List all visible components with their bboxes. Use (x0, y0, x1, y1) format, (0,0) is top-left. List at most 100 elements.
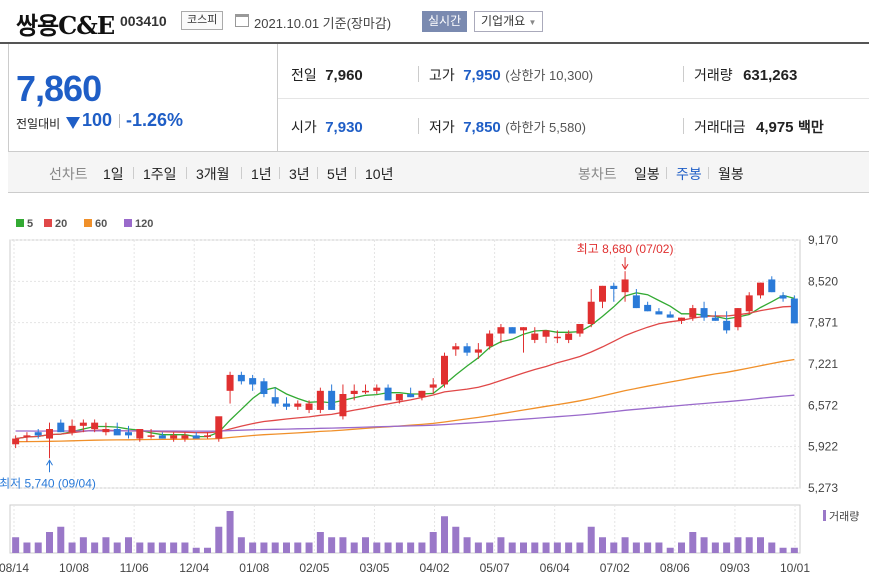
chart-toolbar: 선차트 1일 1주일 3개월 1년 3년 5년 10년 봉차트 일봉 주봉 월봉 (8, 152, 869, 193)
period-1y[interactable]: 1년 (251, 166, 272, 182)
volume-bar (429, 532, 437, 553)
chart-grid (9, 239, 801, 554)
candle-body (565, 333, 573, 340)
low-label: 저가 (429, 119, 455, 135)
candle-body (328, 390, 336, 410)
candle-body (215, 416, 223, 439)
candle-body (723, 320, 731, 331)
volume-bar (508, 542, 516, 553)
volume-value: 631,263 (743, 67, 798, 84)
candle-body (745, 295, 753, 312)
candle-body (147, 435, 155, 437)
realtime-button[interactable]: 실시간 (422, 11, 468, 32)
annotations: 최고 8,680 (07/02) 최저 5,740 (09/04) (0, 242, 673, 490)
volume-bar (486, 542, 494, 553)
company-name[interactable]: 쌍용C&E (16, 11, 115, 40)
current-price: 7,860 (16, 68, 102, 109)
down-arrow-icon (66, 117, 80, 129)
candle-body (474, 349, 482, 353)
min-arrow-head (46, 459, 53, 466)
volume-bar (723, 542, 731, 553)
y-tick-label: 5,273 (808, 481, 838, 495)
volume-label: 거래량 (694, 67, 733, 83)
period-1w[interactable]: 1주일 (143, 166, 177, 182)
volume-bar (260, 542, 268, 553)
price-summary: 7,860 전일대비 100 -1.26% 전일 7,960 고가 7,950 … (8, 44, 869, 152)
upper-limit: (상한가 10,300) (505, 68, 594, 83)
x-tick-label: 08/06 (660, 561, 690, 575)
candle-daily[interactable]: 일봉 (634, 166, 660, 182)
x-tick-label: 11/06 (120, 561, 149, 575)
price-panel-frame (9, 239, 801, 489)
candle-body (68, 425, 76, 433)
period-10y[interactable]: 10년 (365, 166, 394, 182)
candle-body (271, 397, 279, 404)
candle-body (192, 435, 200, 439)
volume-bar (610, 542, 618, 553)
divider (355, 167, 356, 179)
axis-labels: 9,170 8,520 7,871 7,221 6,572 5,922 5,273 08/14… (0, 233, 859, 575)
candle-body (79, 422, 87, 426)
volume-bar (463, 537, 471, 553)
open-value: 7,930 (325, 119, 363, 136)
candle-body (463, 346, 471, 353)
legend-swatch (44, 219, 52, 227)
amount-cell: 거래대금 4,975 백만 (694, 117, 824, 137)
stock-header: 쌍용C&E 003410 코스피 2021.10.01 기준(장마감) 실시간 … (0, 0, 869, 44)
market-badge: 코스피 (181, 11, 224, 30)
candle-monthly[interactable]: 월봉 (718, 166, 744, 182)
volume-bar (666, 547, 674, 553)
candle-body (700, 308, 708, 318)
volume-bar (181, 542, 189, 553)
x-tick-label: 07/02 (600, 561, 630, 575)
amount-value: 4,975 (755, 119, 794, 136)
volume-legend-swatch (823, 510, 826, 521)
candle-body (418, 390, 426, 398)
high-label: 고가 (429, 67, 455, 83)
open-cell: 시가 7,930 (291, 117, 363, 137)
divider (186, 167, 187, 179)
volume-bar (79, 537, 87, 553)
period-5y[interactable]: 5년 (327, 166, 348, 182)
divider (666, 167, 667, 179)
candle-body (553, 336, 561, 339)
candle-body (260, 381, 268, 395)
x-tick-label: 01/08 (239, 561, 269, 575)
legend-ma60: 60 (84, 218, 107, 230)
candle-weekly[interactable]: 주봉 (676, 166, 702, 182)
ma120-line (15, 394, 795, 432)
candle-body (520, 327, 527, 331)
candle-body (283, 403, 290, 407)
volume-bar (553, 542, 561, 553)
candle-body (294, 403, 302, 407)
low-cell: 저가 7,850 (하한가 5,580) (429, 117, 586, 137)
volume-bar (407, 542, 415, 553)
company-overview-dropdown[interactable]: 기업개요 ▼ (474, 11, 544, 32)
candle-body (644, 304, 652, 312)
x-tick-label: 02/05 (299, 561, 329, 575)
candle-body (576, 324, 584, 334)
candles (12, 271, 798, 459)
period-1d[interactable]: 1일 (103, 166, 124, 182)
candle-body (362, 390, 369, 393)
high-cell: 고가 7,950 (상한가 10,300) (429, 65, 593, 85)
candle-body (125, 432, 132, 436)
period-3y[interactable]: 3년 (289, 166, 310, 182)
candle-body (757, 282, 764, 296)
volume-bar (757, 537, 764, 553)
volume-bar (46, 532, 53, 553)
stock-code: 003410 (120, 13, 167, 29)
volume-bar (779, 547, 787, 553)
candle-body (305, 403, 313, 410)
divider (279, 167, 280, 179)
candle-body (34, 432, 42, 436)
legend-ma5: 5 (16, 218, 33, 230)
volume-bar (655, 542, 663, 553)
volume-bar (599, 537, 606, 553)
candle-body (711, 317, 719, 321)
volume-bar (34, 542, 42, 553)
period-3m[interactable]: 3개월 (196, 166, 230, 182)
max-arrow-head (621, 263, 629, 271)
volume-bar (644, 542, 652, 553)
